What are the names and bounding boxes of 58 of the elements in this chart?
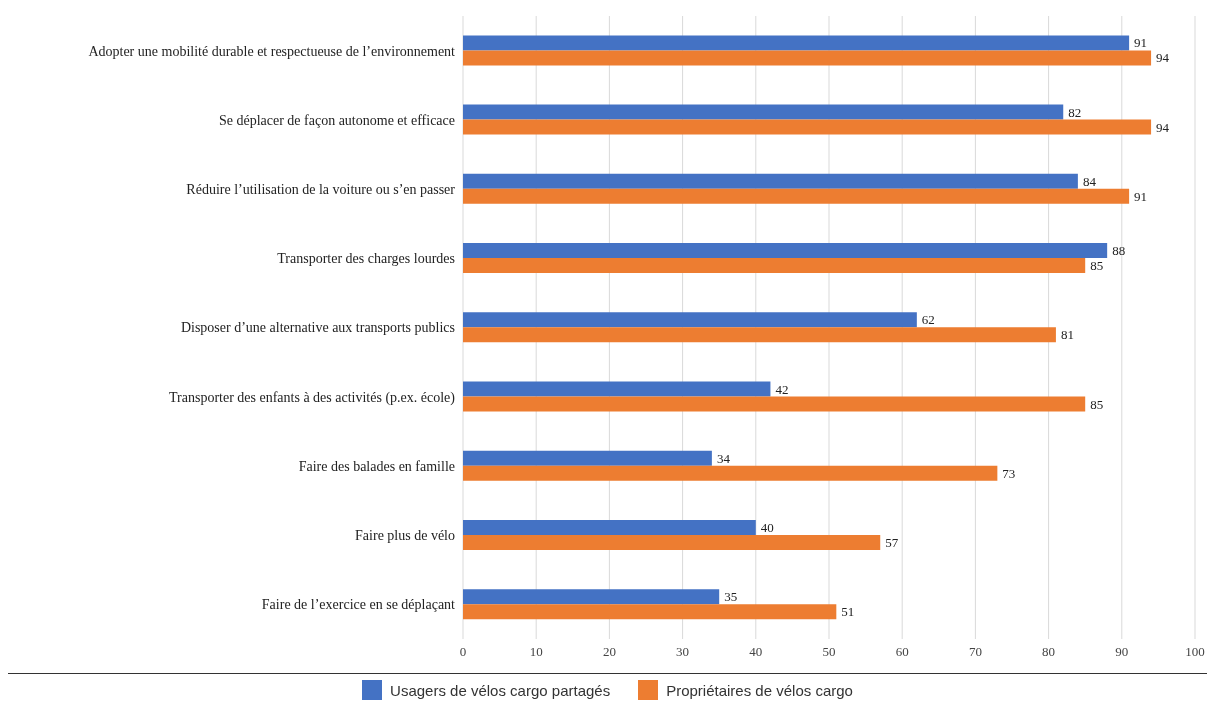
bar xyxy=(463,589,720,605)
bar xyxy=(463,396,1086,412)
bar xyxy=(463,519,756,535)
data-label: 34 xyxy=(716,450,731,466)
bar xyxy=(463,104,1064,120)
data-label: 51 xyxy=(841,604,855,620)
data-label: 57 xyxy=(885,535,899,551)
bar xyxy=(463,258,1086,274)
data-label: 88 xyxy=(1112,243,1126,259)
x-tick-label: 90 xyxy=(1115,644,1129,660)
x-tick-label: 60 xyxy=(895,644,909,660)
bar xyxy=(463,534,881,550)
x-tick-label: 40 xyxy=(749,644,763,660)
bar xyxy=(463,465,998,481)
bar xyxy=(463,327,1056,343)
data-label: 91 xyxy=(1134,188,1148,204)
data-label: 42 xyxy=(775,381,789,397)
data-label: 85 xyxy=(1090,258,1104,274)
data-label: 94 xyxy=(1156,50,1170,66)
bar xyxy=(463,119,1152,135)
data-label: 85 xyxy=(1090,396,1104,412)
data-label: 35 xyxy=(724,589,738,605)
y-tick-label: Réduire l’utilisation de la voiture ou s’en passer xyxy=(186,182,456,198)
y-tick-label: Faire des balades en famille xyxy=(298,458,455,474)
bar xyxy=(463,173,1078,189)
data-label: 91 xyxy=(1134,35,1148,51)
y-tick-label: Transporter des charges lourdes xyxy=(277,251,455,267)
x-tick-label: 70 xyxy=(968,644,982,660)
bar xyxy=(463,243,1108,259)
data-label: 82 xyxy=(1068,104,1082,120)
bar xyxy=(463,604,837,620)
x-tick-label: 0 xyxy=(459,644,467,660)
bar xyxy=(463,50,1152,66)
x-tick-label: 10 xyxy=(529,644,543,660)
bar xyxy=(463,381,771,397)
y-tick-label: Faire de l’exercice en se déplaçant xyxy=(261,597,456,613)
data-label: 94 xyxy=(1156,119,1170,135)
data-label: 84 xyxy=(1082,173,1097,189)
x-tick-label: 50 xyxy=(822,644,836,660)
legend-label: Usagers de vélos cargo partagés xyxy=(390,681,611,699)
y-tick-label: Adopter une mobilité durable et respectueuse de l’environnement xyxy=(88,43,456,59)
x-tick-label: 30 xyxy=(676,644,690,660)
x-tick-label: 20 xyxy=(602,644,616,660)
bar xyxy=(463,450,712,466)
y-tick-label: Faire plus de vélo xyxy=(355,528,455,544)
bar xyxy=(463,188,1130,204)
data-label: 40 xyxy=(760,520,774,536)
y-tick-label: Disposer d’une alternative aux transports publics xyxy=(180,320,455,336)
y-tick-label: Se déplacer de façon autonome et efficace xyxy=(218,112,455,128)
legend-label: Propriétaires de vélos cargo xyxy=(666,681,853,699)
y-tick-label: Transporter des enfants à des activités (p.ex. école) xyxy=(169,389,456,406)
x-tick-label: 80 xyxy=(1042,644,1056,660)
data-label: 73 xyxy=(1002,465,1016,481)
x-tick-label: 100 xyxy=(1185,644,1205,660)
bar xyxy=(463,35,1130,51)
data-label: 81 xyxy=(1060,327,1074,343)
bar xyxy=(463,312,917,328)
data-label: 62 xyxy=(921,312,935,328)
